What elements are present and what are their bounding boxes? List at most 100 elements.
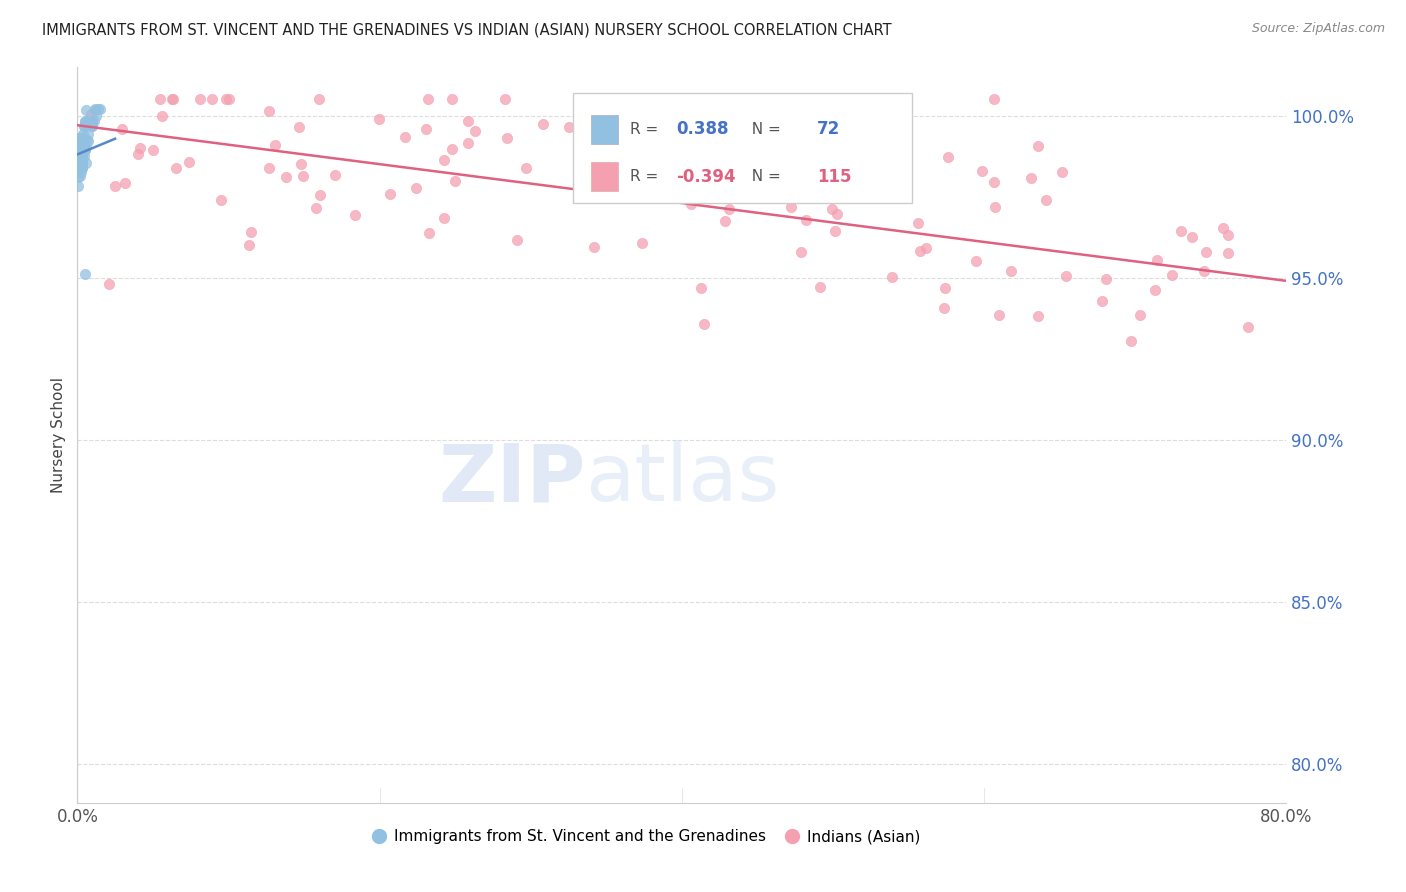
Point	[288, 120, 311, 135]
Point	[779, 200, 801, 214]
Text: R =: R =	[630, 122, 664, 136]
Point	[1026, 309, 1049, 323]
Point	[495, 92, 517, 106]
Point	[291, 169, 314, 183]
Point	[238, 238, 260, 252]
FancyBboxPatch shape	[592, 162, 617, 192]
FancyBboxPatch shape	[592, 114, 617, 144]
Point	[72, 127, 94, 141]
Point	[67, 144, 90, 158]
Point	[77, 127, 100, 141]
Point	[70, 138, 93, 153]
Text: R =: R =	[630, 169, 664, 184]
Point	[1160, 268, 1182, 283]
Point	[73, 142, 96, 156]
Point	[215, 92, 238, 106]
Point	[418, 92, 440, 106]
Point	[73, 268, 96, 282]
Point	[305, 201, 328, 215]
Point	[240, 225, 263, 239]
Point	[1192, 263, 1215, 277]
Point	[1091, 293, 1114, 308]
Point	[67, 169, 90, 184]
Point	[75, 103, 97, 118]
Point	[73, 114, 96, 128]
Point	[76, 133, 98, 147]
Text: 115: 115	[817, 168, 852, 186]
Point	[80, 114, 103, 128]
Point	[77, 134, 100, 148]
Point	[735, 173, 758, 187]
Point	[69, 148, 91, 162]
Point	[70, 156, 93, 170]
Point	[84, 109, 107, 123]
Point	[69, 150, 91, 164]
Point	[75, 113, 97, 128]
Point	[970, 164, 993, 178]
Point	[1026, 139, 1049, 153]
Point	[179, 155, 201, 169]
Point	[673, 153, 696, 168]
Point	[457, 136, 479, 150]
Point	[1119, 334, 1142, 348]
Point	[934, 301, 956, 315]
Point	[914, 241, 936, 255]
Point	[1019, 171, 1042, 186]
Point	[1218, 246, 1240, 260]
Point	[824, 224, 846, 238]
Point	[343, 208, 366, 222]
Point	[72, 147, 94, 161]
Point	[69, 159, 91, 173]
Text: 0.388: 0.388	[676, 120, 728, 138]
Point	[83, 113, 105, 128]
Point	[98, 277, 121, 292]
Point	[1146, 252, 1168, 267]
Point	[983, 92, 1005, 106]
Point	[70, 153, 93, 168]
Point	[67, 150, 90, 164]
Point	[1035, 194, 1057, 208]
Point	[69, 140, 91, 154]
Point	[80, 119, 103, 133]
Point	[592, 105, 614, 120]
Point	[67, 159, 90, 173]
Point	[658, 113, 681, 128]
Point	[127, 147, 149, 161]
Point	[681, 197, 703, 211]
Point	[790, 244, 813, 259]
Point	[69, 149, 91, 163]
Point	[578, 186, 600, 200]
Point	[67, 147, 90, 161]
Point	[111, 121, 134, 136]
Point	[257, 103, 280, 118]
Text: IMMIGRANTS FROM ST. VINCENT AND THE GRENADINES VS INDIAN (ASIAN) NURSERY SCHOOL : IMMIGRANTS FROM ST. VINCENT AND THE GREN…	[42, 22, 891, 37]
Point	[686, 147, 709, 161]
Point	[67, 155, 90, 169]
Point	[405, 181, 427, 195]
Point	[83, 103, 105, 117]
Point	[441, 92, 464, 106]
Point	[794, 213, 817, 227]
Point	[67, 132, 90, 146]
Point	[309, 188, 332, 202]
Point	[69, 145, 91, 160]
Point	[274, 169, 297, 184]
Point	[67, 163, 90, 178]
Point	[557, 120, 579, 135]
Point	[80, 119, 103, 133]
Point	[908, 244, 931, 258]
Point	[655, 188, 678, 202]
Point	[855, 166, 877, 180]
Point	[808, 279, 831, 293]
Legend: Immigrants from St. Vincent and the Grenadines, Indians (Asian): Immigrants from St. Vincent and the Gren…	[364, 823, 927, 850]
Text: N =: N =	[742, 169, 786, 184]
Point	[162, 92, 184, 106]
Point	[142, 143, 165, 157]
Point	[718, 202, 741, 216]
Point	[440, 142, 463, 156]
Point	[713, 213, 735, 227]
Point	[825, 207, 848, 221]
Point	[70, 161, 93, 176]
Point	[1129, 309, 1152, 323]
Point	[70, 161, 93, 176]
